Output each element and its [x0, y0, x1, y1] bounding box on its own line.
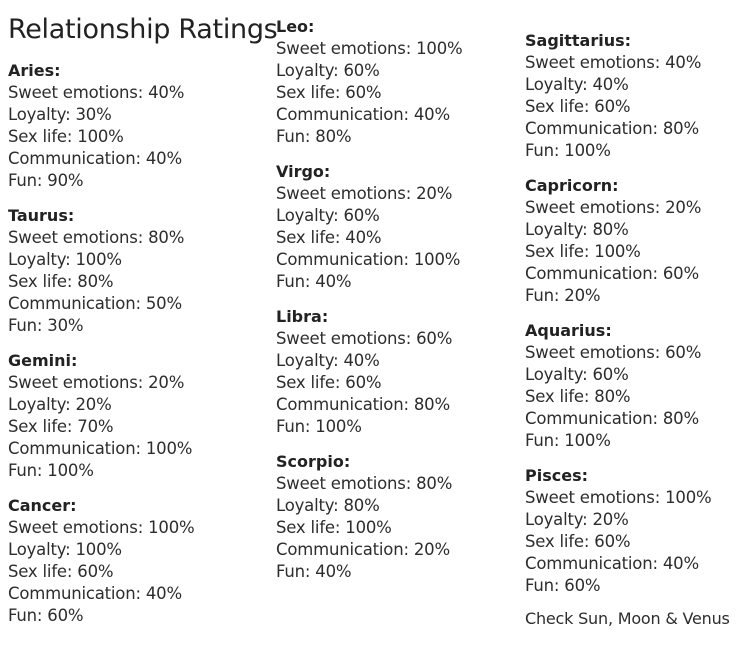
sign-block: Libra: Sweet emotions: 60% Loyalty: 40% Sex…	[276, 306, 526, 438]
rating-line: Fun: 80%	[276, 127, 352, 146]
sign-heading: Virgo:	[276, 162, 331, 181]
rating-line: Sex life: 100%	[525, 242, 641, 261]
rating-line: Communication: 40%	[8, 149, 182, 168]
rating-line: Fun: 30%	[8, 316, 84, 335]
rating-line: Fun: 100%	[276, 417, 362, 436]
block-spacer	[8, 192, 258, 205]
rating-line: Loyalty: 20%	[525, 510, 629, 529]
rating-line: Communication: 40%	[8, 584, 182, 603]
sign-heading: Pisces:	[525, 466, 588, 485]
column-1: Aries: Sweet emotions: 40% Loyalty: 30% Sex…	[8, 60, 258, 627]
rating-line: Sweet emotions: 100%	[525, 488, 712, 507]
rating-line: Sex life: 80%	[8, 272, 114, 291]
rating-line: Fun: 60%	[8, 606, 84, 625]
sign-heading: Libra:	[276, 307, 329, 326]
rating-line: Communication: 80%	[525, 409, 699, 428]
block-spacer	[276, 148, 526, 161]
sign-block: Sagittarius: Sweet emotions: 40% Loyalty: …	[525, 30, 750, 162]
rating-line: Fun: 100%	[8, 461, 94, 480]
sign-heading: Scorpio:	[276, 452, 351, 471]
rating-line: Fun: 60%	[525, 576, 601, 595]
rating-line: Sweet emotions: 100%	[276, 39, 463, 58]
rating-line: Loyalty: 60%	[276, 61, 380, 80]
rating-line: Sex life: 60%	[525, 532, 631, 551]
footer-note: Check Sun, Moon & Venus	[525, 609, 730, 628]
rating-line: Loyalty: 20%	[8, 395, 112, 414]
rating-line: Communication: 100%	[8, 439, 193, 458]
rating-line: Fun: 90%	[8, 171, 84, 190]
sign-block: Virgo: Sweet emotions: 20% Loyalty: 60% Sex…	[276, 161, 526, 293]
rating-line: Fun: 100%	[525, 431, 611, 450]
rating-line: Communication: 60%	[525, 264, 699, 283]
rating-line: Sex life: 60%	[525, 97, 631, 116]
column-2: Leo: Sweet emotions: 100% Loyalty: 60% Sex …	[276, 16, 526, 583]
rating-line: Sweet emotions: 80%	[8, 228, 185, 247]
rating-line: Fun: 20%	[525, 286, 601, 305]
rating-line: Sex life: 70%	[8, 417, 114, 436]
rating-line: Sex life: 100%	[8, 127, 124, 146]
block-spacer	[276, 293, 526, 306]
rating-line: Loyalty: 80%	[276, 496, 380, 515]
sign-heading: Taurus:	[8, 206, 75, 225]
sign-block: Taurus: Sweet emotions: 80% Loyalty: 100% S…	[8, 205, 258, 337]
sign-heading: Cancer:	[8, 496, 77, 515]
sign-block: Aquarius: Sweet emotions: 60% Loyalty: 60%…	[525, 320, 750, 452]
rating-line: Loyalty: 80%	[525, 220, 629, 239]
sign-heading: Leo:	[276, 17, 315, 36]
rating-line: Sex life: 80%	[525, 387, 631, 406]
page-title: Relationship Ratings	[8, 14, 278, 45]
rating-line: Fun: 40%	[276, 272, 352, 291]
block-spacer	[276, 438, 526, 451]
rating-line: Loyalty: 100%	[8, 250, 122, 269]
rating-line: Communication: 80%	[276, 395, 450, 414]
block-spacer	[8, 482, 258, 495]
rating-line: Loyalty: 40%	[525, 75, 629, 94]
rating-line: Sex life: 60%	[276, 373, 382, 392]
rating-line: Loyalty: 40%	[276, 351, 380, 370]
rating-line: Loyalty: 60%	[276, 206, 380, 225]
rating-line: Sex life: 60%	[8, 562, 114, 581]
rating-line: Sex life: 60%	[276, 83, 382, 102]
block-spacer	[8, 337, 258, 350]
rating-line: Fun: 100%	[525, 141, 611, 160]
sign-block: Leo: Sweet emotions: 100% Loyalty: 60% Sex …	[276, 16, 526, 148]
block-spacer	[525, 307, 750, 320]
sign-heading: Gemini:	[8, 351, 78, 370]
block-spacer	[525, 162, 750, 175]
sign-block: Pisces: Sweet emotions: 100% Loyalty: 20% S…	[525, 465, 750, 597]
rating-line: Communication: 80%	[525, 119, 699, 138]
rating-line: Sweet emotions: 60%	[525, 343, 702, 362]
rating-line: Loyalty: 30%	[8, 105, 112, 124]
rating-line: Sweet emotions: 20%	[276, 184, 453, 203]
rating-line: Communication: 40%	[276, 105, 450, 124]
rating-line: Sweet emotions: 20%	[525, 198, 702, 217]
sign-block: Aries: Sweet emotions: 40% Loyalty: 30% Sex…	[8, 60, 258, 192]
rating-line: Sex life: 100%	[276, 518, 392, 537]
rating-line: Loyalty: 100%	[8, 540, 122, 559]
sign-block: Cancer: Sweet emotions: 100% Loyalty: 100%…	[8, 495, 258, 627]
rating-line: Loyalty: 60%	[525, 365, 629, 384]
rating-line: Sweet emotions: 80%	[276, 474, 453, 493]
rating-line: Communication: 40%	[525, 554, 699, 573]
sign-heading: Sagittarius:	[525, 31, 632, 50]
rating-line: Sex life: 40%	[276, 228, 382, 247]
rating-line: Communication: 100%	[276, 250, 461, 269]
rating-line: Sweet emotions: 40%	[525, 53, 702, 72]
sign-heading: Capricorn:	[525, 176, 619, 195]
sign-heading: Aries:	[8, 61, 61, 80]
block-spacer	[525, 452, 750, 465]
column-3: Sagittarius: Sweet emotions: 40% Loyalty: …	[525, 30, 750, 597]
rating-line: Sweet emotions: 100%	[8, 518, 195, 537]
sign-heading: Aquarius:	[525, 321, 612, 340]
sign-block: Capricorn: Sweet emotions: 20% Loyalty: 80…	[525, 175, 750, 307]
sign-block: Gemini: Sweet emotions: 20% Loyalty: 20% Se…	[8, 350, 258, 482]
rating-line: Sweet emotions: 20%	[8, 373, 185, 392]
rating-line: Fun: 40%	[276, 562, 352, 581]
rating-line: Sweet emotions: 60%	[276, 329, 453, 348]
sign-block: Scorpio: Sweet emotions: 80% Loyalty: 80% S…	[276, 451, 526, 583]
rating-line: Communication: 20%	[276, 540, 450, 559]
rating-line: Sweet emotions: 40%	[8, 83, 185, 102]
rating-line: Communication: 50%	[8, 294, 182, 313]
